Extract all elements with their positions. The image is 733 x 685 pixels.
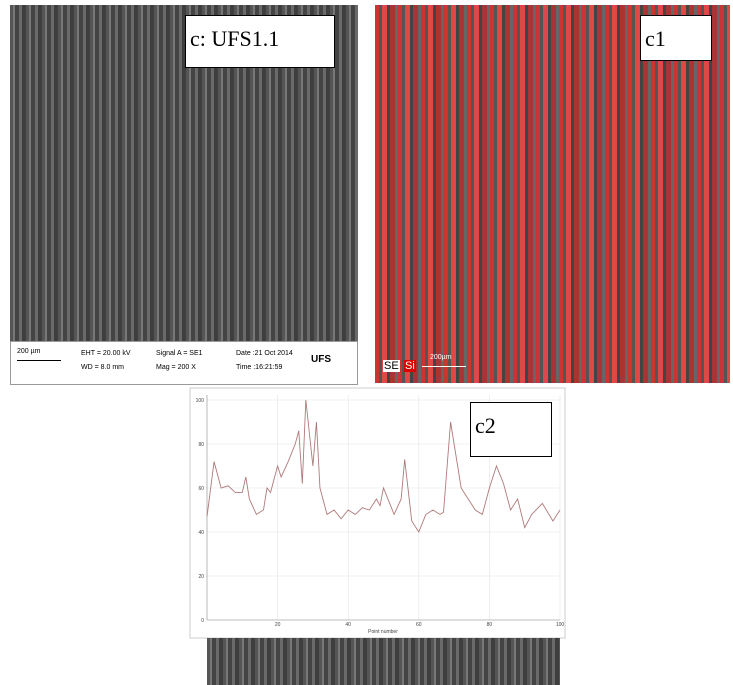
se-label: SE (383, 360, 400, 372)
y-tick-label: 0 (201, 618, 204, 624)
x-tick-label: 20 (275, 622, 281, 628)
mag: Mag = 200 X (156, 364, 196, 371)
strip-image (207, 638, 560, 685)
x-tick-label: 40 (345, 622, 351, 628)
scale-line (422, 366, 466, 367)
x-tick-label: 60 (416, 622, 422, 628)
date: Date :21 Oct 2014 (236, 350, 293, 357)
time: Time :16:21:59 (236, 364, 283, 371)
logo: UFS (311, 354, 331, 365)
y-tick-label: 60 (198, 486, 204, 492)
signal: Signal A = SE1 (156, 350, 203, 357)
panel-label: c1 (640, 15, 712, 61)
data-line (206, 399, 561, 533)
y-tick-label: 100 (196, 398, 205, 404)
eht: EHT = 20.00 kV (81, 350, 131, 357)
x-tick-label: 100 (556, 622, 565, 628)
y-tick-label: 40 (198, 530, 204, 536)
y-tick-label: 80 (198, 442, 204, 448)
info-bar: 200 µm EHT = 20.00 kV WD = 8.0 mm Signal… (10, 341, 358, 385)
scale-line (17, 360, 61, 361)
panel-label: c: UFS1.1 (185, 15, 335, 68)
x-axis-label: Point number (368, 629, 398, 635)
scale-bar: 200 µm (17, 348, 41, 355)
scale-bar: 200µm (430, 354, 452, 361)
x-tick-label: 80 (487, 622, 493, 628)
wd: WD = 8.0 mm (81, 364, 124, 371)
y-tick-label: 20 (198, 574, 204, 580)
panel-label: c2 (470, 402, 552, 457)
si-label: Si (404, 360, 416, 372)
eds-map (375, 5, 730, 383)
